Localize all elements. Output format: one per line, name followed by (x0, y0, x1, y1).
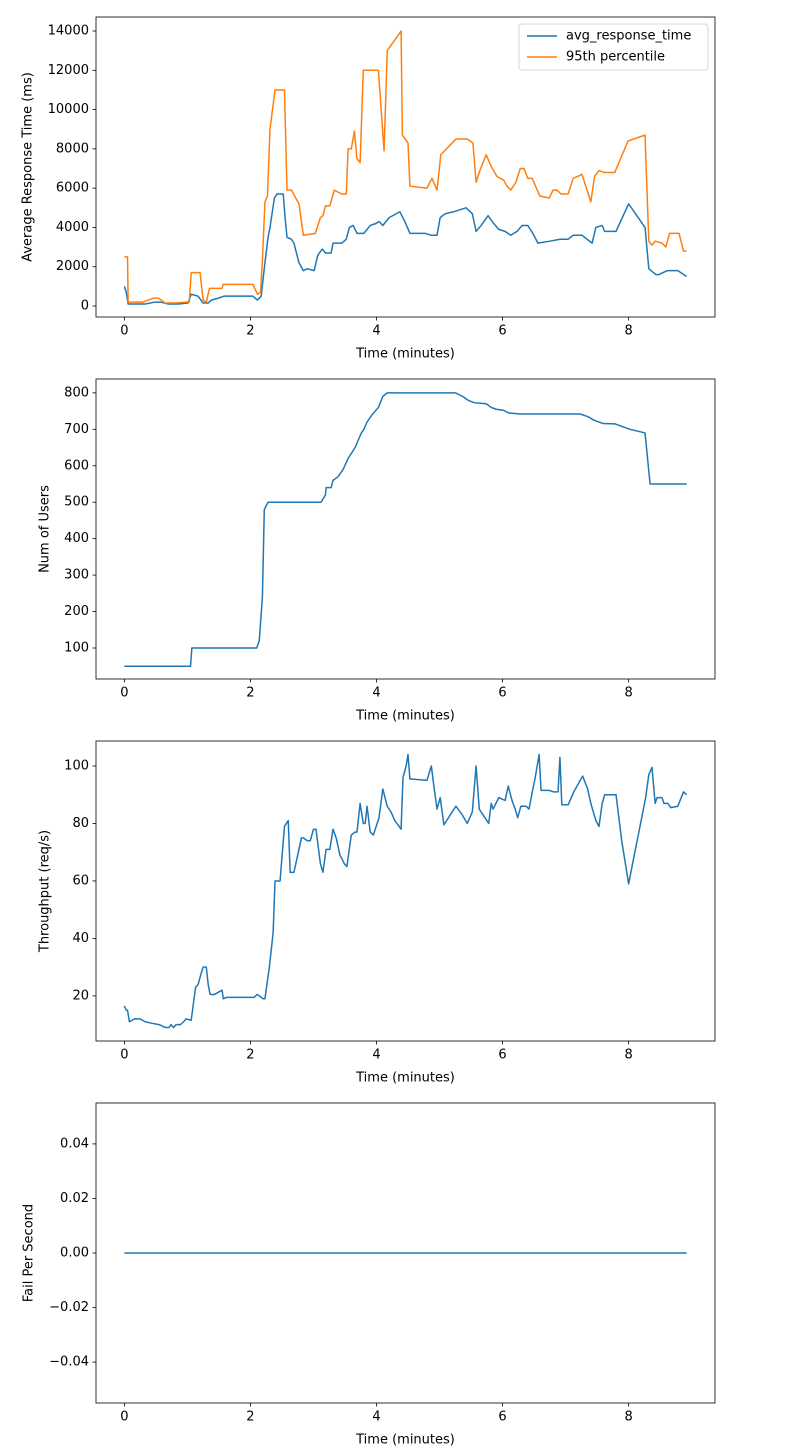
x-axis-label: Time (minutes) (355, 1433, 455, 1448)
x-tick-label: 8 (625, 1048, 633, 1063)
data-line (123, 193, 688, 305)
y-tick-label: 0.04 (60, 1136, 89, 1151)
x-tick-label: 2 (246, 324, 254, 339)
y-axis-label: Throughput (req/s) (38, 830, 53, 953)
axes-frame (95, 1102, 716, 1404)
x-tick-label: 4 (372, 324, 380, 339)
y-tick-label: 20 (72, 988, 89, 1003)
y-axis-label: Average Response Time (ms) (21, 72, 36, 262)
legend-label: 95th percentile (566, 50, 665, 65)
x-tick-label: 2 (246, 1410, 254, 1425)
y-tick-label: 14000 (48, 24, 89, 39)
x-tick-label: 0 (120, 324, 128, 339)
data-line (123, 753, 688, 1029)
y-tick-label: 0 (81, 299, 89, 314)
x-tick-label: 4 (372, 686, 380, 701)
data-line (124, 392, 687, 667)
y-tick-label: 0.02 (60, 1191, 89, 1206)
y-tick-label: 800 (64, 385, 89, 400)
x-tick-label: 6 (498, 1048, 506, 1063)
y-tick-label: 10000 (48, 102, 89, 117)
y-tick-label: 2000 (56, 259, 89, 274)
y-tick-label: 100 (64, 759, 89, 774)
x-tick-label: 6 (498, 686, 506, 701)
subplot: 0 2 4 6 8 100 200 300 400 500 600 700 800 Time (minut… (38, 378, 716, 724)
y-tick-label: 0.00 (60, 1246, 89, 1261)
y-tick-label: 60 (72, 873, 89, 888)
y-tick-label: 500 (64, 495, 89, 510)
x-tick-label: 4 (372, 1048, 380, 1063)
y-tick-label: 600 (64, 458, 89, 473)
x-axis-label: Time (minutes) (355, 709, 455, 724)
y-tick-label: −0.02 (49, 1300, 89, 1315)
y-tick-label: 4000 (56, 220, 89, 235)
y-axis-label: Num of Users (38, 485, 53, 573)
x-tick-label: 0 (120, 686, 128, 701)
subplot: 0 2 4 6 8 20 40 60 80 100 Time (minutes) Throughput… (38, 740, 716, 1086)
y-tick-label: 700 (64, 422, 89, 437)
x-axis-label: Time (minutes) (355, 1071, 455, 1086)
x-tick-label: 4 (372, 1410, 380, 1425)
y-tick-label: −0.04 (49, 1355, 89, 1370)
y-tick-label: 6000 (56, 181, 89, 196)
x-tick-label: 2 (246, 1048, 254, 1063)
axes-frame (95, 740, 716, 1042)
subplot: 0 2 4 6 8 −0.04 −0.02 0.00 0.02 0.04 Time (minutes… (22, 1102, 716, 1448)
y-tick-label: 100 (64, 641, 89, 656)
x-tick-label: 8 (625, 686, 633, 701)
axes-frame (95, 16, 716, 318)
y-tick-label: 40 (72, 931, 89, 946)
x-tick-label: 6 (498, 1410, 506, 1425)
legend-label: avg_response_time (566, 29, 691, 44)
axes-frame (95, 378, 716, 680)
x-tick-label: 0 (120, 1410, 128, 1425)
y-axis-label: Fail Per Second (22, 1204, 37, 1302)
x-axis-label: Time (minutes) (355, 347, 455, 362)
subplot: 0 2 4 6 8 0 2000 4000 6000 8000 10000 12000 14000 Tim… (21, 16, 716, 362)
x-tick-label: 6 (498, 324, 506, 339)
legend: avg_response_time 95th percentile (518, 23, 709, 71)
legend-box (518, 23, 709, 71)
x-tick-label: 8 (625, 1410, 633, 1425)
x-tick-label: 0 (120, 1048, 128, 1063)
data-line (124, 30, 687, 304)
y-tick-label: 200 (64, 604, 89, 619)
y-tick-label: 400 (64, 531, 89, 546)
x-tick-label: 2 (246, 686, 254, 701)
y-tick-label: 80 (72, 816, 89, 831)
y-tick-label: 300 (64, 568, 89, 583)
y-tick-label: 12000 (48, 63, 89, 78)
y-tick-label: 8000 (56, 141, 89, 156)
x-tick-label: 8 (625, 324, 633, 339)
